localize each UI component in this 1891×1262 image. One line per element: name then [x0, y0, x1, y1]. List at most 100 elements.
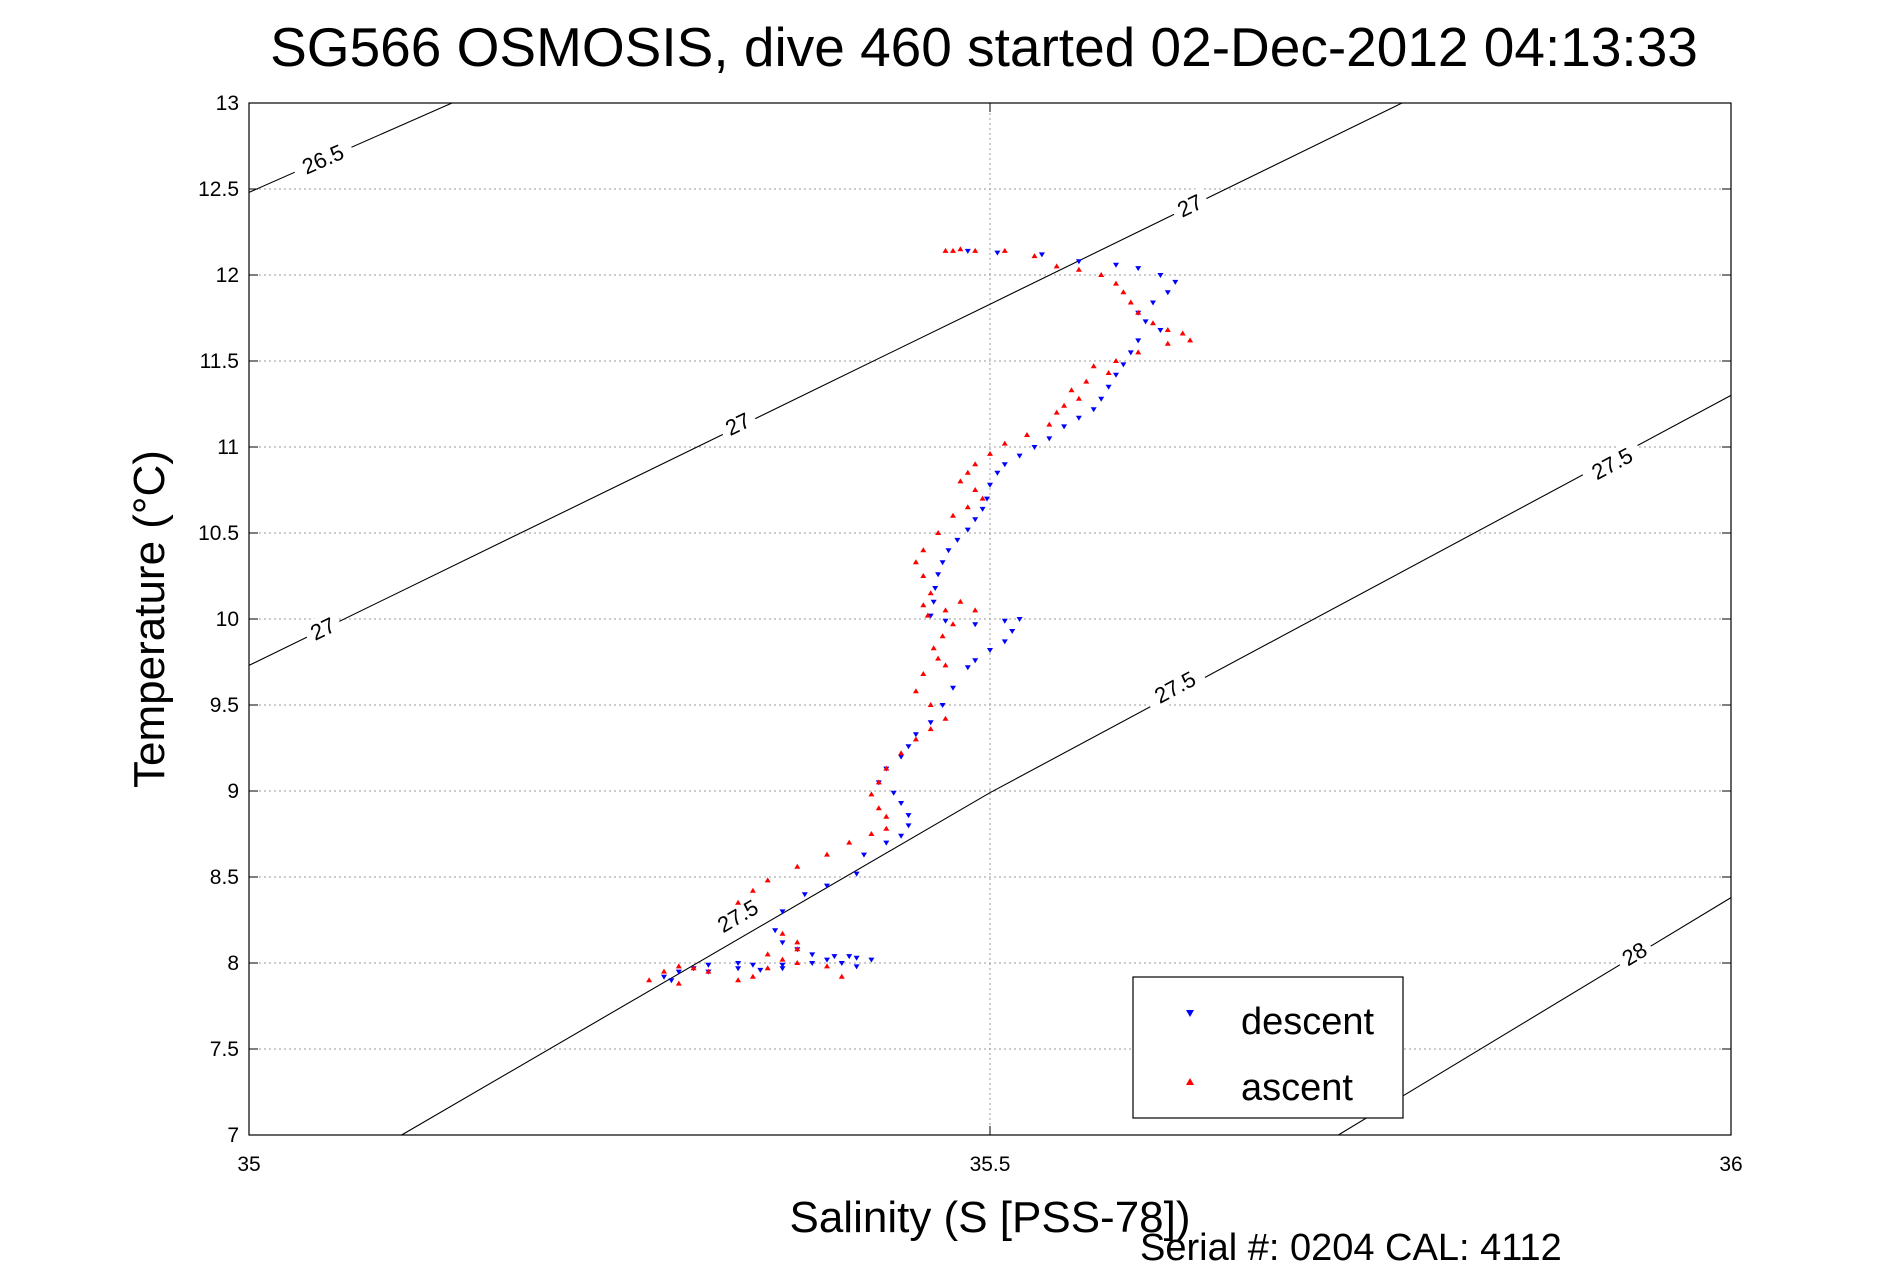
descent-point [749, 962, 756, 968]
y-tick-label: 9 [227, 780, 239, 803]
ascent-point [1001, 247, 1008, 253]
descent-point [1098, 396, 1105, 402]
descent-point [987, 482, 993, 488]
ascent-point [1001, 440, 1008, 446]
ascent-point [1105, 370, 1112, 375]
descent-point [1075, 415, 1082, 421]
ascent-point [1179, 330, 1186, 336]
ascent-point [930, 645, 937, 651]
ascent-point [661, 968, 667, 974]
descent-point [898, 801, 905, 806]
ascent-point [1150, 320, 1156, 326]
descent-point [1016, 617, 1023, 622]
ascent-point [912, 688, 919, 694]
descent-point [846, 954, 853, 960]
descent-point [927, 613, 934, 619]
descent-point [1172, 279, 1179, 285]
contour-label-background [301, 609, 345, 648]
ascent-point [779, 956, 786, 962]
contour-label-background [1612, 933, 1656, 974]
ascent-point [1031, 253, 1038, 259]
ascent-point [868, 831, 875, 836]
ascent-point [883, 813, 890, 819]
ascent-point [927, 702, 934, 707]
ascent-point [912, 736, 919, 742]
ascent-point [939, 633, 946, 639]
ascent-point [942, 247, 949, 253]
y-tick-label: 7.5 [210, 1038, 239, 1061]
y-tick-label: 9.5 [210, 694, 239, 717]
ascent-point [1164, 327, 1171, 332]
ascent-point [1113, 280, 1119, 286]
ascent-point [690, 965, 697, 971]
ascent-point [942, 662, 949, 668]
descent-point [905, 744, 912, 750]
ascent-point [950, 512, 956, 518]
descent-point [1001, 639, 1008, 645]
ascent-point [779, 930, 786, 936]
ascent-point [920, 602, 927, 608]
ascent-point [846, 839, 853, 845]
ascent-point [1083, 378, 1090, 384]
descent-point [1061, 424, 1068, 430]
descent-point [779, 962, 786, 968]
contour-label-background [1578, 438, 1645, 489]
ascent-point [898, 750, 905, 756]
legend: descent ascent [1132, 976, 1404, 1119]
x-tick-label: 35.5 [970, 1153, 1011, 1176]
ascent-point [972, 461, 979, 467]
descent-point [912, 732, 919, 738]
footer-serial-cal: Serial #: 0204 CAL: 4112 [1140, 1227, 1562, 1262]
descent-point [1142, 319, 1149, 325]
ascent-point [927, 590, 934, 596]
descent-point [1001, 462, 1008, 468]
legend-box [1132, 976, 1404, 1119]
descent-point [1157, 273, 1164, 278]
ascent-point [675, 963, 682, 969]
ascent-point [749, 887, 756, 893]
ascent-point [1090, 363, 1097, 369]
contour-label-background [1141, 661, 1208, 713]
y-tick-label: 13 [216, 92, 239, 115]
descent-point [972, 622, 979, 628]
y-tick-label: 10 [216, 608, 239, 631]
descent-point [757, 967, 764, 973]
ascent-point [920, 547, 927, 553]
ascent-point [838, 973, 845, 979]
descent-point [1090, 407, 1097, 413]
ascent-point [1075, 395, 1082, 401]
descent-point [1009, 629, 1016, 634]
descent-point [945, 548, 952, 554]
ascent-point [1164, 340, 1171, 346]
descent-point [1135, 266, 1142, 272]
descent-point [735, 961, 742, 966]
descent-point [853, 871, 860, 877]
descent-point [1135, 338, 1142, 344]
descent-point [1105, 384, 1112, 390]
descent-point [964, 248, 971, 254]
ascent-point [824, 851, 830, 857]
y-tick-label: 11 [217, 436, 239, 459]
x-tick-label: 36 [1719, 1153, 1742, 1176]
ascent-point [920, 573, 927, 578]
ascent-point [972, 607, 979, 613]
ascent-point [764, 965, 771, 971]
ascent-point [1135, 349, 1142, 355]
descent-point [1113, 372, 1119, 378]
descent-point [1164, 290, 1171, 296]
ascent-point [935, 530, 942, 535]
y-tick-label: 10.5 [198, 522, 239, 545]
descent-point [987, 648, 993, 653]
y-tick-label: 11.5 [200, 350, 239, 373]
ascent-point [675, 980, 682, 986]
descent-point [950, 685, 956, 691]
descent-point [898, 754, 905, 760]
contour-label-background [1168, 186, 1212, 224]
descent-point [1127, 350, 1134, 356]
descent-point [939, 560, 946, 566]
ascent-point [764, 877, 771, 883]
descent-point [927, 720, 934, 726]
ascent-point [883, 765, 890, 771]
legend-ascent-marker [1186, 1078, 1194, 1085]
descent-point [883, 840, 890, 846]
